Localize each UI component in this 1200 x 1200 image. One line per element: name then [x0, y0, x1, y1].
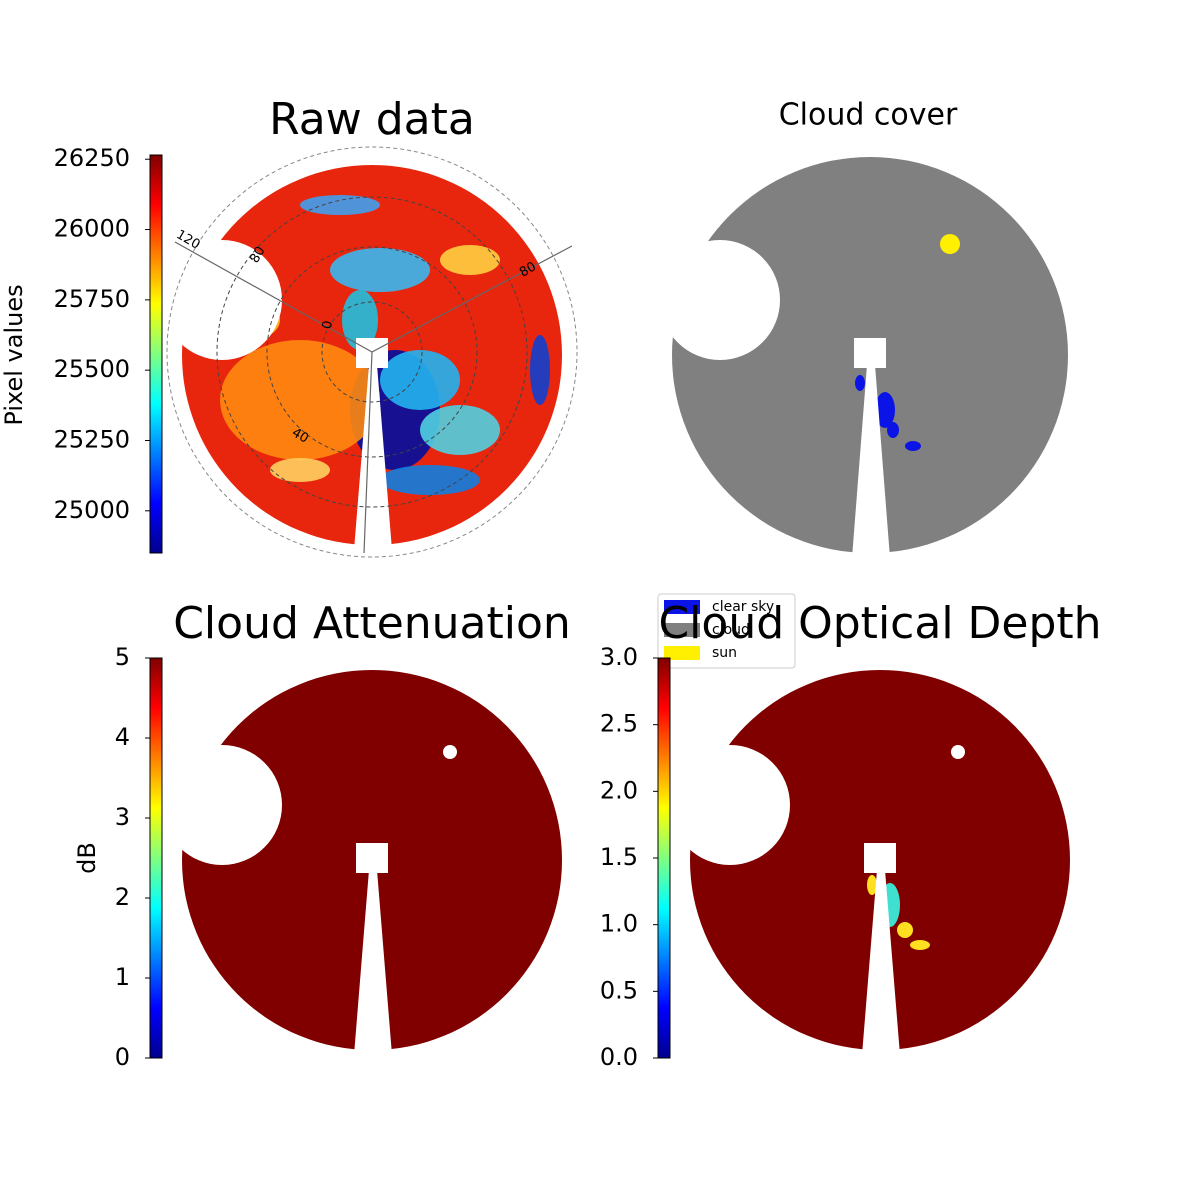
- polar-label: 80: [517, 259, 539, 280]
- y-axis-label: Pixel values: [0, 284, 28, 425]
- legend-label: clear sky: [712, 599, 774, 615]
- y-tick-label: 2: [115, 883, 130, 911]
- y-tick-label: 2.0: [600, 776, 638, 804]
- y-tick-label: 0.0: [600, 1043, 638, 1071]
- y-tick-label: 25750: [54, 285, 130, 313]
- y-tick-label: 26000: [54, 215, 130, 243]
- y-tick-label: 1.0: [600, 910, 638, 938]
- colorbar: [657, 657, 671, 1059]
- y-tick-label: 4: [115, 723, 130, 751]
- y-tick-label: 0.5: [600, 976, 638, 1004]
- polar-label: 40: [289, 425, 311, 446]
- polar-axis: [371, 245, 573, 353]
- polar-axis: [174, 241, 373, 353]
- polar-label: 80: [247, 244, 268, 266]
- legend-swatch: [664, 600, 700, 614]
- polar-grid: [266, 246, 478, 458]
- colorbar: [149, 657, 163, 1059]
- sky-image: [672, 157, 1068, 553]
- legend-label: cloud: [712, 622, 750, 638]
- polar-grid: [216, 196, 528, 508]
- polar-axis: [363, 351, 373, 554]
- panel-title: Cloud Optical Depth: [658, 598, 1101, 649]
- sky-image: [690, 670, 1070, 1050]
- y-tick-label: 3: [115, 803, 130, 831]
- y-tick-label: 25500: [54, 355, 130, 383]
- y-tick-label: 5: [115, 643, 130, 671]
- y-tick-label: 25250: [54, 425, 130, 453]
- sky-image: [182, 670, 562, 1050]
- panel-title: Cloud Attenuation: [173, 598, 571, 649]
- y-tick-label: 3.0: [600, 643, 638, 671]
- colorbar: [149, 154, 163, 554]
- y-axis-label: dB: [73, 842, 101, 874]
- y-tick-label: 26250: [54, 144, 130, 172]
- panel-title: Cloud cover: [779, 98, 958, 133]
- polar-grid: [321, 301, 423, 403]
- polar-grid: [166, 146, 578, 558]
- panel-title: Raw data: [269, 94, 475, 145]
- legend-swatch: [664, 646, 700, 660]
- y-tick-label: 1: [115, 963, 130, 991]
- y-tick-label: 0: [115, 1043, 130, 1071]
- sky-image: [182, 165, 562, 545]
- legend-swatch: [664, 623, 700, 637]
- polar-label: 0: [320, 320, 336, 331]
- y-tick-label: 2.5: [600, 710, 638, 738]
- y-tick-label: 1.5: [600, 843, 638, 871]
- y-tick-label: 25000: [54, 496, 130, 524]
- legend-label: sun: [712, 645, 737, 661]
